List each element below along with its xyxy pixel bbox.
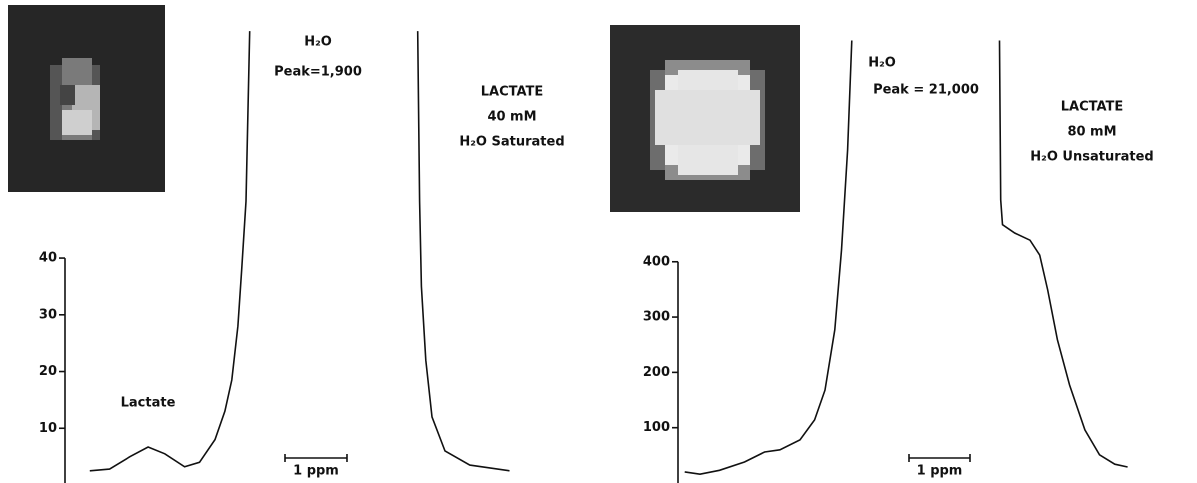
scale-bar-label: 1 ppm — [293, 464, 339, 479]
annotation: 40 mM — [487, 110, 536, 125]
y-tick-label: 30 — [39, 307, 57, 322]
inset-image — [8, 5, 165, 192]
annotation: H₂O Unsaturated — [1030, 150, 1153, 165]
annotation: H₂O — [868, 56, 896, 71]
figure: 10 20 30 40 H₂O Peak=1,900 LACTATE 40 mM H₂O Sat… — [0, 0, 1197, 483]
scale-bar-label: 1 ppm — [917, 464, 963, 479]
annotation: Peak=1,900 — [274, 65, 362, 80]
y-tick-label: 100 — [643, 420, 670, 435]
annotation: H₂O — [304, 35, 332, 50]
y-tick-label: 10 — [39, 421, 57, 436]
annotation: Peak = 21,000 — [873, 83, 979, 98]
annotation: H₂O Saturated — [459, 135, 564, 150]
annotation: LACTATE — [1061, 100, 1124, 115]
y-tick-label: 200 — [643, 365, 670, 380]
y-tick-label: 400 — [643, 254, 670, 269]
annotation: 80 mM — [1067, 125, 1116, 140]
annotation: LACTATE — [481, 85, 544, 100]
annotation: Lactate — [121, 396, 176, 411]
scale-bar — [909, 454, 970, 462]
inset-image — [610, 25, 800, 212]
y-tick-label: 20 — [39, 364, 57, 379]
scale-bar — [285, 454, 347, 462]
y-tick-label: 300 — [643, 310, 670, 325]
y-tick-label: 40 — [39, 251, 57, 266]
